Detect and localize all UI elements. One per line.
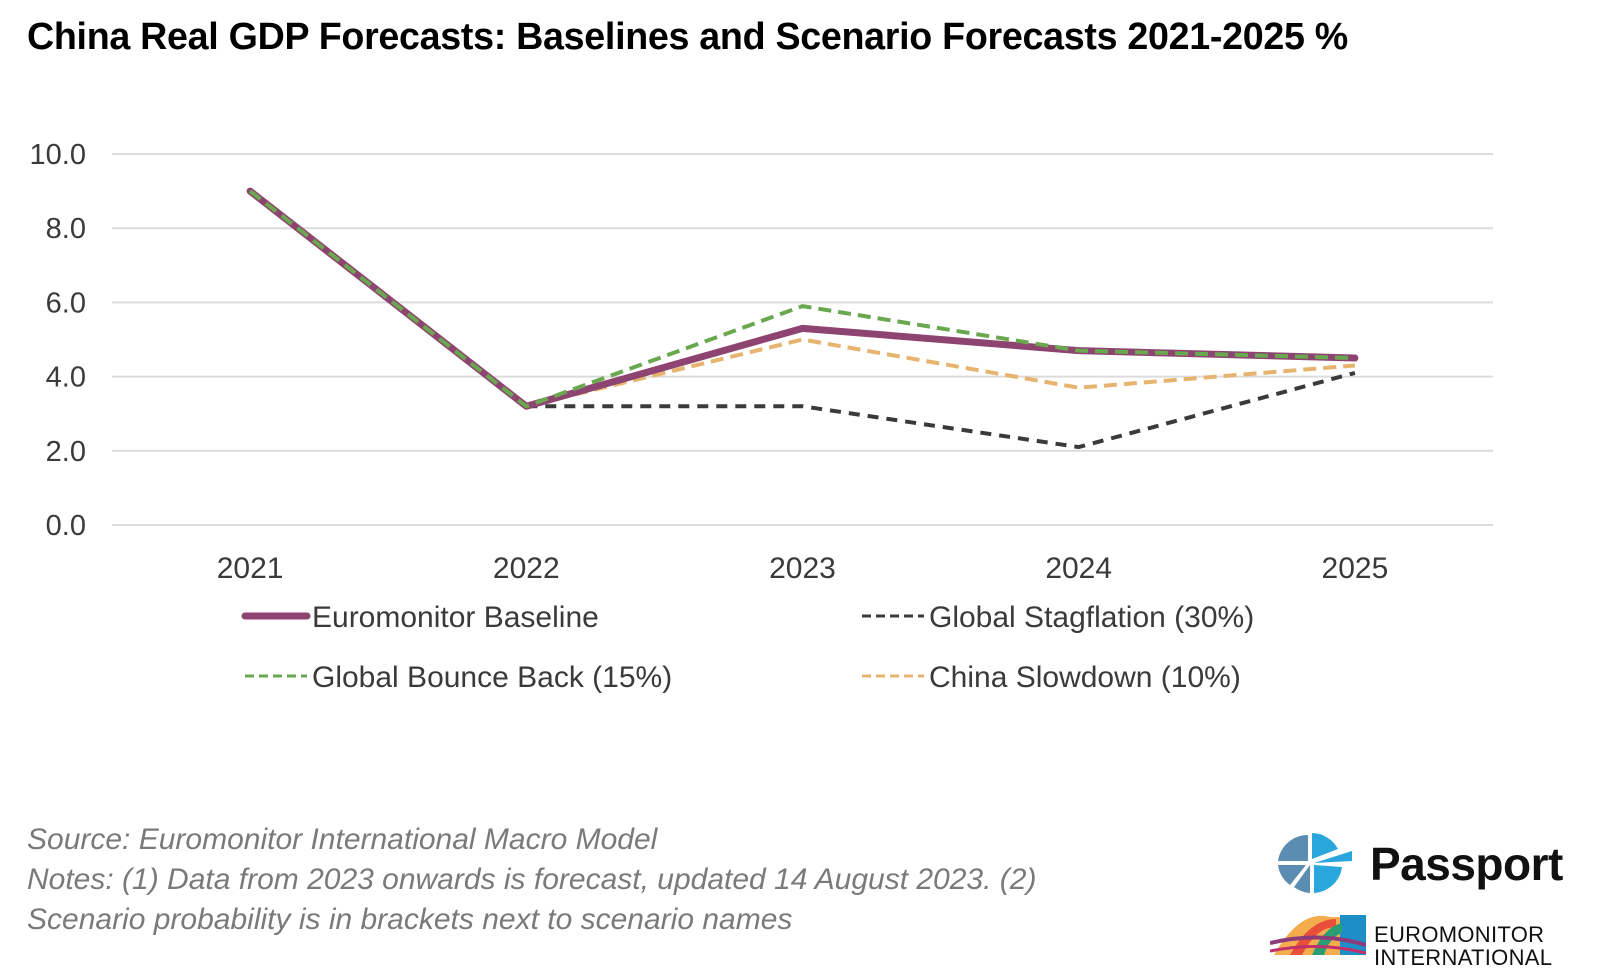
euromonitor-logo-text: EUROMONITOR INTERNATIONAL [1374, 923, 1552, 969]
series-line-china-slowdown-10 [248, 189, 1356, 409]
source-note: Source: Euromonitor International Macro … [27, 823, 658, 856]
legend: Euromonitor Baseline Global Stagflation (… [241, 601, 1254, 694]
y-tick-label: 8.0 [46, 213, 86, 245]
legend-item: Global Bounce Back (15%) [245, 661, 672, 694]
x-tick-label: 2021 [217, 552, 284, 585]
series-lines [246, 187, 1359, 450]
line-chart: 0.0 2.0 4.0 6.0 8.0 10.0 2021 2022 2023 2024 2025… [30, 139, 1493, 694]
series-line-euromonitor-baseline [246, 187, 1359, 410]
legend-label: China Slowdown (10%) [929, 661, 1241, 694]
x-axis-ticks: 2021 2022 2023 2024 2025 [217, 552, 1389, 585]
legend-item: Global Stagflation (30%) [862, 601, 1254, 634]
y-axis-ticks: 0.0 2.0 4.0 6.0 8.0 10.0 [30, 139, 86, 542]
notes-line-2: Scenario probability is in brackets next… [27, 903, 793, 936]
brand-logos: Passport EUROMONITOR INTERNATIONAL [1270, 833, 1590, 975]
gridlines [112, 153, 1493, 526]
x-tick-label: 2024 [1045, 552, 1112, 585]
y-tick-label: 10.0 [30, 139, 86, 171]
x-tick-label: 2023 [769, 552, 836, 585]
passport-logo-text: Passport [1370, 838, 1563, 890]
notes-line-1: Notes: (1) Data from 2023 onwards is for… [27, 863, 1037, 896]
x-tick-label: 2025 [1322, 552, 1389, 585]
legend-label: Global Stagflation (30%) [929, 601, 1254, 634]
legend-label: Global Bounce Back (15%) [312, 661, 672, 694]
legend-item: Euromonitor Baseline [241, 601, 599, 634]
y-tick-label: 4.0 [46, 362, 86, 394]
euromonitor-line-2: INTERNATIONAL [1374, 945, 1553, 970]
x-tick-label: 2022 [493, 552, 560, 585]
euromonitor-logo-icon [1270, 915, 1366, 955]
legend-item: China Slowdown (10%) [862, 661, 1241, 694]
y-tick-label: 0.0 [46, 510, 86, 542]
passport-logo-icon [1278, 833, 1352, 893]
footer-notes: Source: Euromonitor International Macro … [27, 820, 1036, 940]
y-tick-label: 6.0 [46, 287, 86, 319]
chart-title: China Real GDP Forecasts: Baselines and … [27, 16, 1348, 58]
legend-label: Euromonitor Baseline [312, 601, 599, 634]
series-line-global-stagflation-30 [526, 370, 1356, 450]
euromonitor-line-1: EUROMONITOR [1374, 922, 1545, 947]
series-line-global-bounce-back-15 [248, 189, 1355, 409]
y-tick-label: 2.0 [46, 436, 86, 468]
